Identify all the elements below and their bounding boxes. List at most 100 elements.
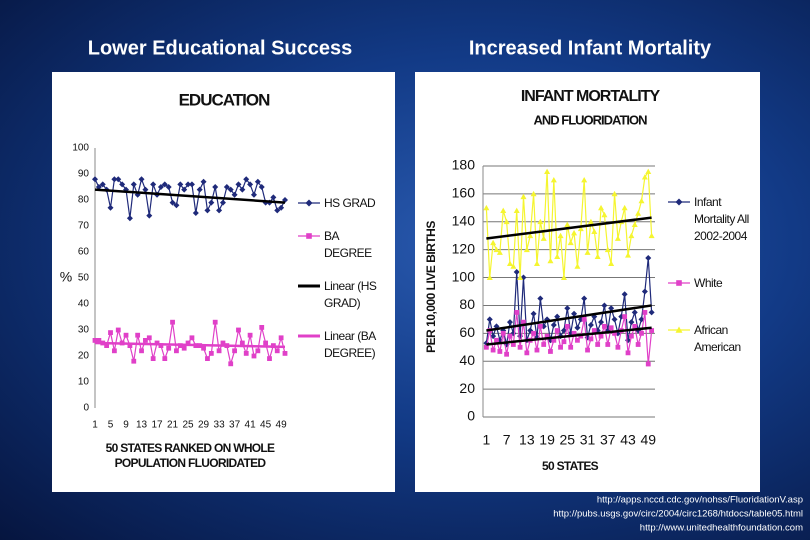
source: http://www.unitedhealthfoundation.com [640, 523, 803, 534]
series-line [485, 257, 653, 345]
marker [227, 186, 234, 193]
marker [208, 351, 214, 356]
marker [92, 176, 98, 183]
legend-swatch [298, 284, 320, 288]
marker [585, 347, 590, 353]
left-panel [52, 72, 395, 492]
marker [150, 356, 156, 361]
trend-line [486, 216, 652, 240]
source: http://apps.nccd.cdc.gov/nohss/Fluoridat… [597, 495, 803, 506]
marker [642, 310, 648, 315]
legend: HS GRAD BA DEGREE Linear (HS GRAD) Linear (… [298, 195, 383, 378]
legend-label: BA DEGREE [324, 229, 372, 260]
marker [177, 181, 184, 188]
y-tick-label: 40 [459, 352, 475, 368]
marker [621, 204, 628, 211]
marker [571, 330, 577, 336]
marker [173, 202, 180, 209]
marker [306, 233, 312, 239]
marker [676, 280, 682, 286]
marker [530, 310, 537, 317]
marker [189, 335, 195, 341]
heading: Increased Infant Mortality [469, 37, 712, 59]
marker [146, 212, 153, 219]
marker [188, 181, 195, 188]
y-tick-label: 0 [467, 408, 475, 424]
marker [278, 204, 285, 211]
y-tick-label: 140 [452, 212, 476, 228]
marker [614, 235, 621, 241]
y-tick-label: 70 [78, 221, 90, 232]
marker [548, 349, 553, 354]
marker [490, 239, 497, 246]
marker [111, 176, 118, 183]
chart-title: INFANT MORTALITY [521, 88, 661, 105]
marker [255, 348, 261, 354]
x-tick-label: 19 [539, 432, 555, 448]
marker [228, 361, 234, 367]
x-tick-label: 49 [276, 420, 288, 431]
x-tick-label: 43 [620, 432, 636, 448]
marker [166, 345, 172, 351]
marker [648, 232, 655, 239]
legend-label: HS GRAD [324, 196, 376, 210]
marker [196, 186, 203, 193]
marker [223, 184, 230, 190]
legend-swatch [668, 280, 690, 286]
legend-item: Linear (BA DEGREE) [298, 328, 383, 362]
marker [263, 340, 269, 346]
marker [645, 255, 652, 262]
marker [270, 194, 277, 201]
marker [274, 207, 281, 214]
marker [192, 210, 199, 216]
marker [564, 323, 570, 329]
marker [608, 305, 615, 312]
marker [185, 181, 192, 188]
marker [243, 176, 250, 183]
marker [649, 328, 655, 333]
x-tick-label: 33 [214, 420, 226, 431]
marker [235, 181, 242, 188]
y-tick-label: 50 [78, 273, 90, 284]
marker [135, 332, 141, 338]
y-tick-label: 180 [452, 157, 476, 173]
marker [547, 257, 554, 264]
marker [527, 232, 534, 239]
trend-line [94, 341, 286, 349]
legend-swatch [298, 233, 320, 239]
marker [119, 181, 126, 188]
marker [628, 232, 635, 239]
marker [161, 181, 168, 188]
marker [247, 181, 254, 188]
marker [550, 176, 557, 183]
x-tick-label: 41 [245, 420, 257, 431]
marker [645, 361, 651, 367]
marker [204, 207, 211, 214]
marker [483, 344, 489, 350]
marker [530, 190, 537, 197]
x-tick-label: 29 [198, 420, 210, 431]
marker [648, 309, 655, 316]
x-axis-label: 50 STATES [542, 459, 599, 473]
y-tick-label: 80 [459, 296, 475, 312]
marker [174, 348, 179, 354]
marker [612, 330, 617, 336]
marker [220, 340, 226, 346]
y-tick-label: 10 [78, 377, 90, 388]
marker [92, 338, 98, 343]
marker [486, 316, 493, 323]
marker [181, 186, 188, 193]
marker [150, 181, 157, 188]
trend-line [486, 326, 652, 346]
x-tick-label: 45 [260, 420, 272, 431]
right-panel [415, 72, 760, 492]
marker [531, 330, 536, 336]
marker [274, 348, 280, 354]
marker [628, 333, 634, 339]
marker [567, 239, 574, 246]
legend-item: White [668, 275, 754, 292]
marker [641, 174, 648, 180]
marker [608, 325, 614, 331]
marker [605, 342, 611, 347]
